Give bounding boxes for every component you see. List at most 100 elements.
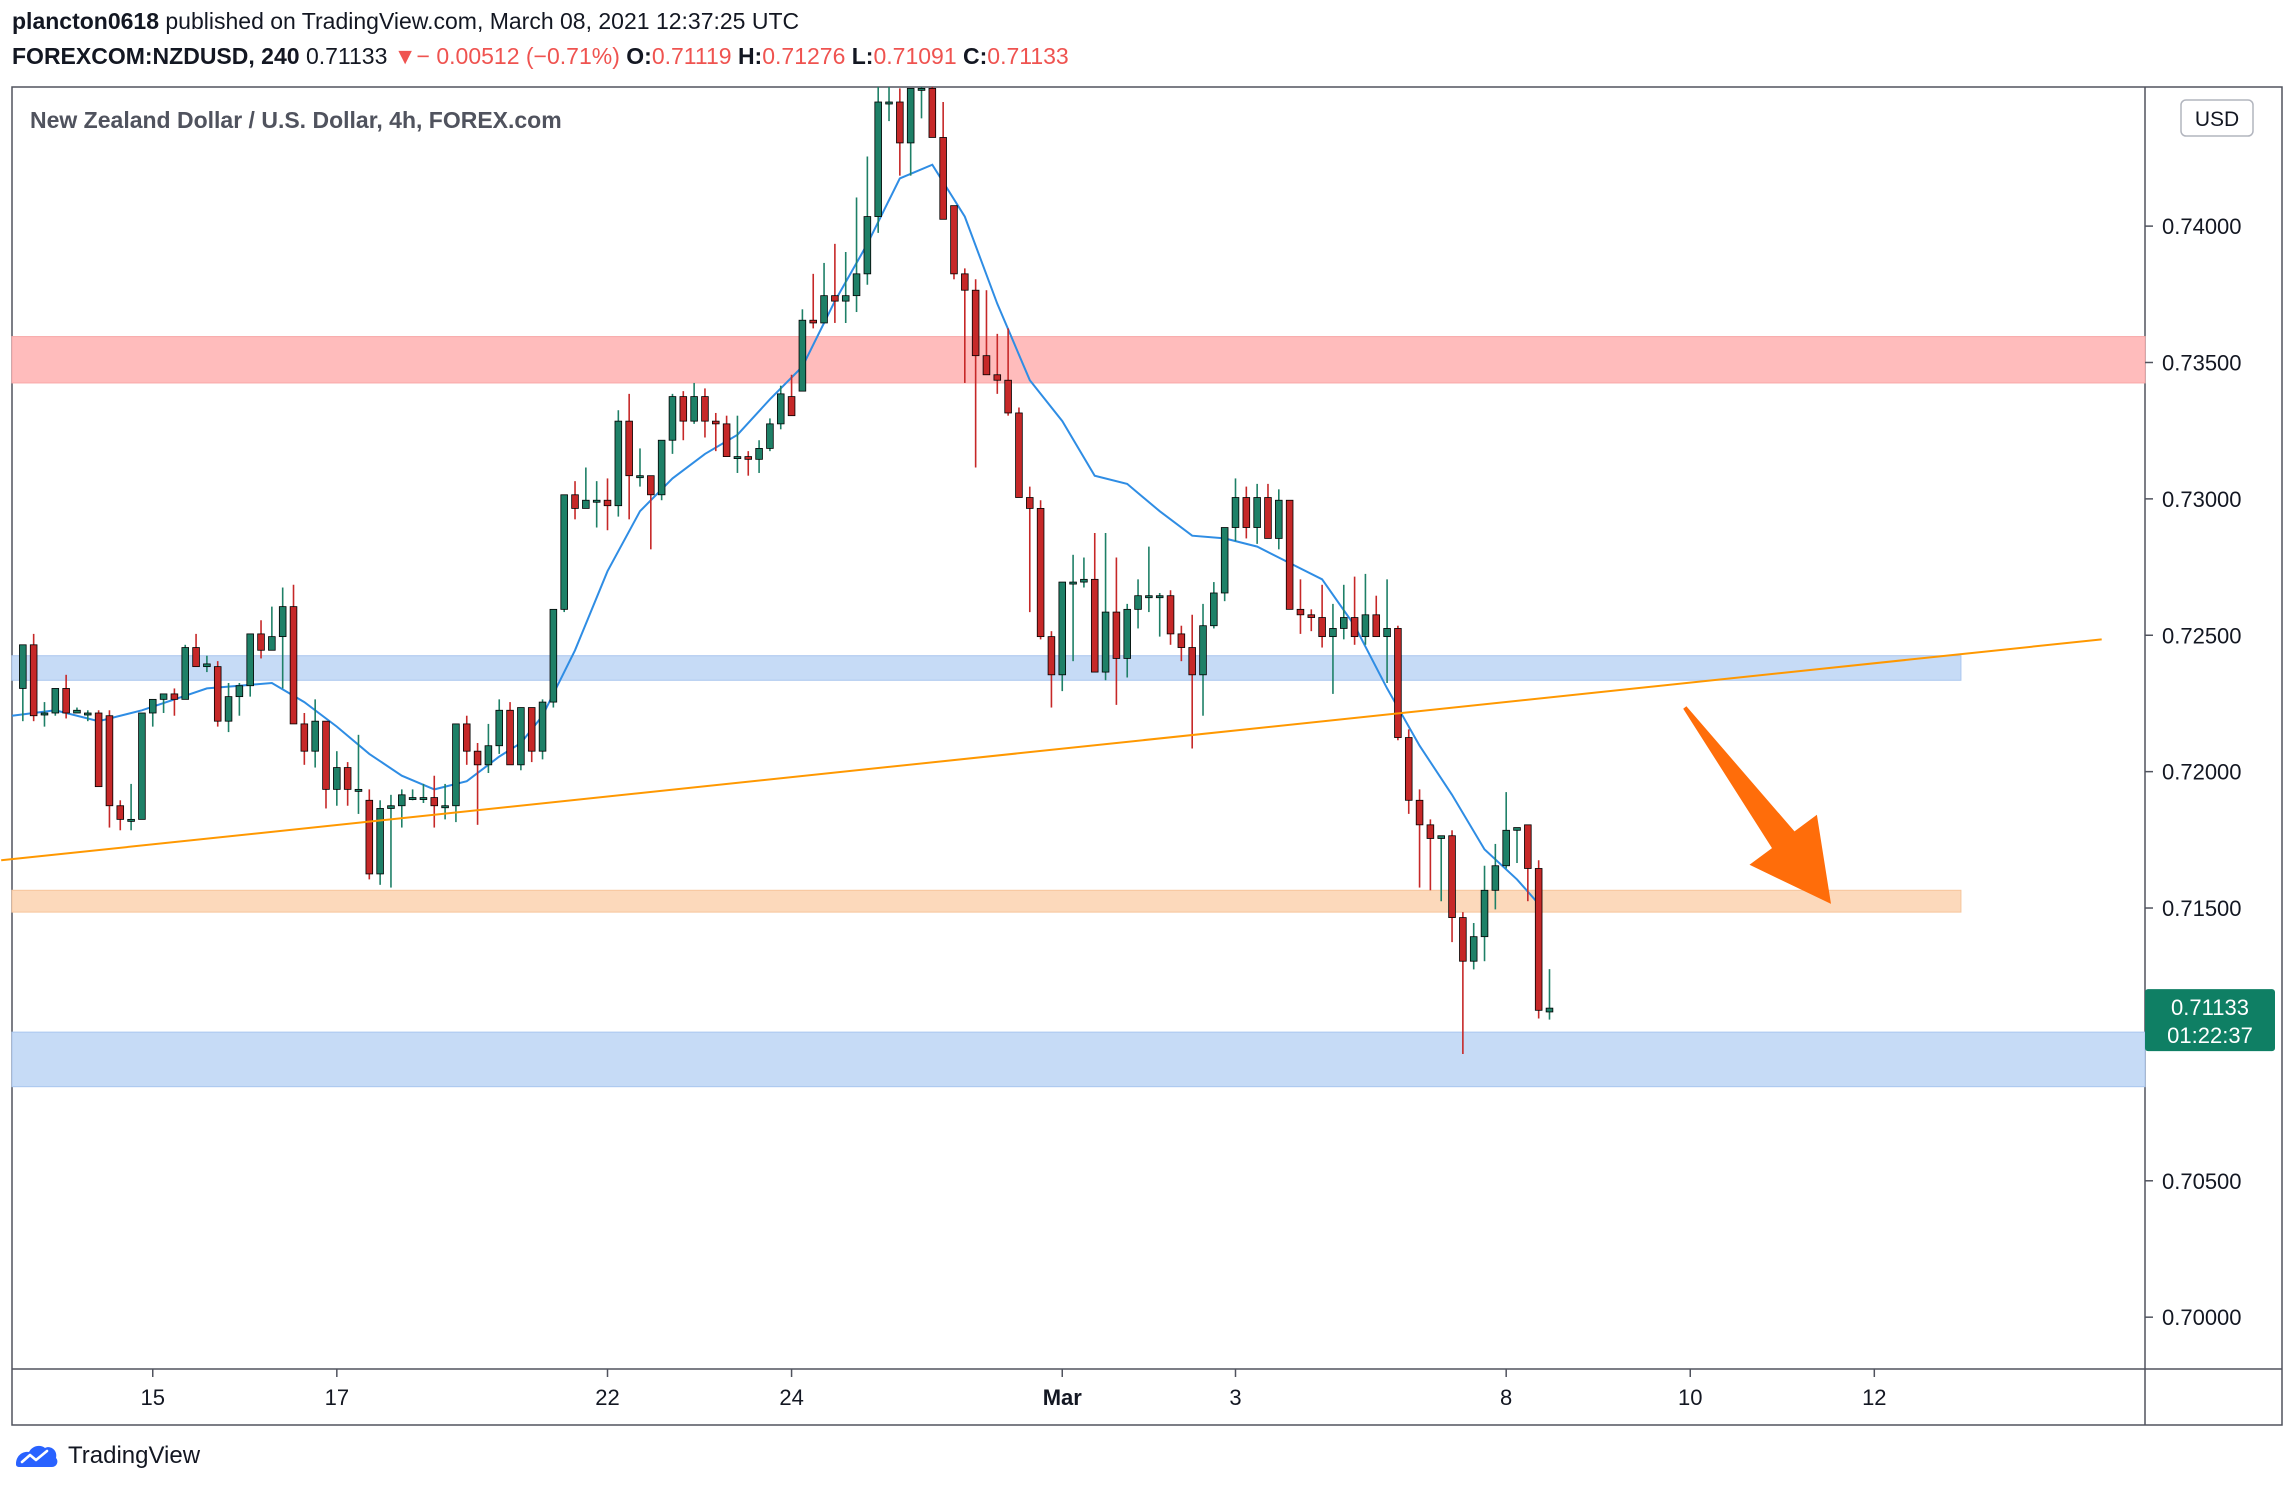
candle (625, 393, 633, 520)
candle-body (29, 644, 38, 717)
candle-body (1069, 581, 1077, 585)
candle (1090, 532, 1099, 673)
candle (820, 262, 828, 324)
candle-body (701, 396, 709, 422)
tradingview-footer[interactable]: TradingView (14, 1442, 200, 1470)
candle-body (1285, 499, 1294, 610)
candle-body (300, 723, 309, 752)
candle (1242, 486, 1251, 539)
candle (1015, 407, 1023, 498)
candle (127, 783, 135, 831)
bar-countdown-label: 01:22:37 (2167, 1023, 2253, 1048)
support-zone-upper[interactable] (11, 655, 1962, 681)
candle-body (51, 688, 60, 714)
resistance-zone[interactable] (11, 336, 2146, 384)
moving-average-line (11, 163, 1540, 905)
candle (690, 382, 698, 424)
candle (636, 448, 644, 487)
candle-body (311, 720, 319, 752)
symbol-label[interactable]: FOREXCOM:NZDUSD, 240 (12, 43, 300, 69)
down-arrow-icon[interactable] (1683, 706, 1831, 904)
high-value: 0.71276 (762, 43, 846, 69)
trendline[interactable] (1, 638, 2102, 862)
projection-arrow[interactable] (1683, 706, 1831, 904)
candle-body (1199, 625, 1207, 676)
candle (657, 439, 666, 501)
candle-body (1524, 824, 1532, 869)
candle (928, 87, 937, 138)
candle (1155, 592, 1164, 637)
candle (939, 102, 947, 220)
candle-body (1448, 835, 1456, 918)
candle (809, 273, 817, 329)
candle (1275, 489, 1283, 550)
candle-body (1090, 578, 1099, 673)
candle (961, 268, 969, 383)
candle-body (419, 797, 428, 800)
candle-body (408, 797, 417, 800)
candle-body (657, 439, 666, 496)
candle-body (1123, 608, 1131, 659)
candle-body (1404, 737, 1413, 801)
currency-badge[interactable]: USD (2180, 99, 2254, 137)
last-price: 0.71133 (305, 43, 388, 69)
candle-body (170, 693, 179, 700)
candle (679, 391, 688, 441)
trendline-line[interactable] (1, 638, 2102, 862)
candle (159, 693, 168, 713)
candle (1220, 527, 1229, 602)
candle-body (452, 723, 460, 807)
candle-body (1047, 636, 1056, 676)
candle-body (1513, 827, 1521, 831)
support-zone-lower[interactable] (11, 1031, 2146, 1088)
candle-body (809, 319, 817, 324)
candle (549, 608, 558, 708)
candle-body (798, 319, 807, 392)
candle-body (603, 499, 612, 507)
candle (614, 410, 623, 517)
time-tick-label: 24 (779, 1385, 803, 1410)
time-tick-label: Mar (1043, 1385, 1083, 1410)
candle (1047, 631, 1056, 708)
candle-body (1210, 592, 1218, 627)
candle (1318, 584, 1326, 648)
candle-body (571, 494, 579, 509)
candle (343, 762, 352, 806)
candle-body (582, 499, 590, 509)
candle (257, 620, 265, 659)
candle-body (235, 685, 244, 698)
candle-body (744, 456, 753, 460)
candle-body (712, 420, 720, 425)
price-tick-label: 0.74000 (2162, 214, 2242, 239)
candle-body (863, 216, 872, 275)
time-axis[interactable]: 15 17 22 24 Mar 3 8 10 12 (141, 1369, 1887, 1410)
time-tick-label: 17 (325, 1385, 349, 1410)
time-tick-label: 10 (1678, 1385, 1702, 1410)
candle-body (1545, 1007, 1554, 1013)
candle-body (1469, 936, 1478, 962)
candle-body (462, 723, 471, 752)
candle-body (1350, 617, 1359, 638)
candle-body (1188, 647, 1196, 676)
candle (1415, 789, 1424, 888)
candle-body (917, 87, 926, 91)
candle-body (668, 396, 677, 441)
candle (841, 252, 850, 323)
candle (1480, 865, 1489, 962)
candle-body (127, 818, 135, 822)
candle (571, 481, 579, 520)
candle (885, 87, 893, 122)
publisher-username[interactable]: plancton0618 (12, 8, 159, 34)
candle (430, 775, 439, 828)
candles (19, 87, 1554, 1054)
candle (1545, 969, 1554, 1020)
candle (419, 783, 428, 804)
candle-body (614, 420, 623, 507)
candle-body (1383, 628, 1391, 638)
target-zone[interactable] (11, 889, 1962, 913)
candle (1437, 835, 1445, 902)
candle-body (354, 788, 363, 792)
price-axis[interactable]: 0.74000 0.73500 0.73000 0.72500 0.72000 0.715… (2145, 214, 2242, 1330)
candle (213, 661, 222, 727)
